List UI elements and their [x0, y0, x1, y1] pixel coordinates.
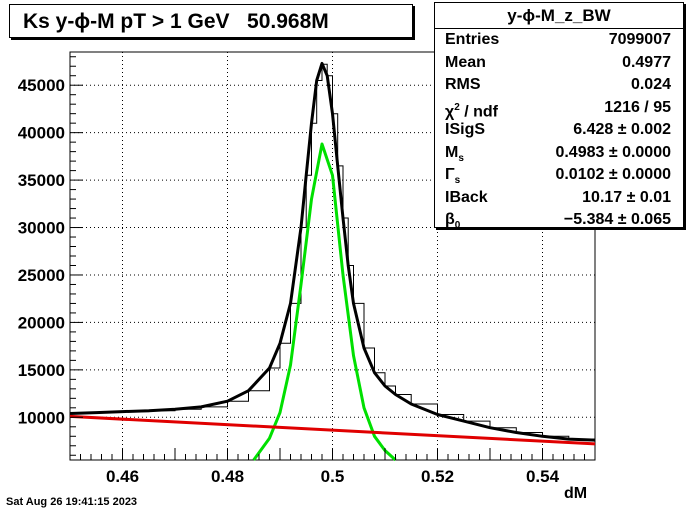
mass-subscript: s [458, 152, 464, 164]
stats-value: 1216 / 95 [604, 98, 671, 116]
chart-title: Ks y-ϕ-M pT > 1 GeV 50.968M [9, 4, 413, 38]
y-tick-label: 35000 [18, 171, 65, 190]
fit-curve [69, 414, 596, 446]
y-tick-label: 15000 [18, 361, 65, 380]
stats-key: Entries [445, 31, 500, 48]
stats-key: β0 [445, 209, 460, 237]
stats-value: 7099007 [608, 31, 671, 48]
y-tick-label: 25000 [18, 266, 65, 285]
stats-key: χ2 / ndf [445, 97, 498, 123]
stats-value: 0.4983 ± 0.0000 [555, 143, 671, 161]
stats-value: 0.0102 ± 0.0000 [555, 166, 671, 183]
fit-curve [69, 61, 596, 442]
stats-value: −5.384 ± 0.065 [563, 211, 671, 228]
stats-row: Ms 0.4983 ± 0.0000 [435, 142, 683, 165]
width-subscript: s [454, 175, 461, 187]
y-tick-label: 10000 [18, 408, 65, 427]
y-tick-label: 45000 [18, 76, 65, 95]
stats-box: y-ϕ-M_z_BW Entries 7099007 Mean 0.4977 RMS… [434, 2, 684, 231]
y-tick-label: 30000 [18, 219, 65, 238]
stats-value: 10.17 ± 0.01 [582, 188, 671, 206]
series-layer [69, 61, 596, 462]
stats-value: 0.4977 [622, 53, 671, 71]
stats-key: Ms [445, 142, 464, 170]
timestamp: Sat Aug 26 19:41:15 2023 [6, 496, 138, 508]
stats-row: IBack 10.17 ± 0.01 [435, 187, 683, 210]
chi-superscript: 2 [454, 101, 460, 113]
x-tick-label: 0.5 [321, 467, 345, 486]
stats-key: ISigS [445, 121, 486, 138]
chi-symbol: χ [445, 102, 455, 120]
stats-key: Γs [445, 164, 460, 192]
x-tick-label: 0.48 [211, 467, 244, 486]
y-tick-label: 20000 [18, 313, 65, 332]
mass-symbol: M [445, 143, 459, 161]
beta-subscript: 0 [454, 220, 461, 232]
width-symbol: Γ [445, 166, 455, 183]
stats-row: β0 −5.384 ± 0.065 [435, 209, 683, 232]
ndf-label: / ndf [459, 102, 498, 120]
axes: 0.46 0.48 0.5 0.52 0.54 10000 15000 20000 25000 3… [18, 56, 596, 486]
x-tick-label: 0.54 [526, 467, 560, 486]
stats-key: Mean [445, 53, 486, 71]
stats-value: 0.024 [630, 76, 671, 93]
x-axis-label: dM [564, 485, 588, 502]
stats-key: RMS [445, 76, 481, 93]
stats-title: y-ϕ-M_z_BW [435, 3, 683, 29]
y-tick-label: 40000 [18, 124, 65, 143]
stats-row: ISigS 6.428 ± 0.002 [435, 119, 683, 142]
x-tick-label: 0.46 [106, 467, 139, 486]
stats-row: Entries 7099007 [435, 29, 683, 52]
x-tick-label: 0.52 [421, 467, 454, 486]
histogram-series [70, 63, 596, 441]
stats-row: Γs 0.0102 ± 0.0000 [435, 164, 683, 187]
stats-row: Mean 0.4977 [435, 52, 683, 75]
beta-symbol: β [445, 211, 455, 228]
stats-row: RMS 0.024 [435, 74, 683, 97]
stats-key: IBack [445, 188, 488, 206]
stats-row: χ2 / ndf 1216 / 95 [435, 97, 683, 120]
stats-value: 6.428 ± 0.002 [573, 121, 671, 138]
